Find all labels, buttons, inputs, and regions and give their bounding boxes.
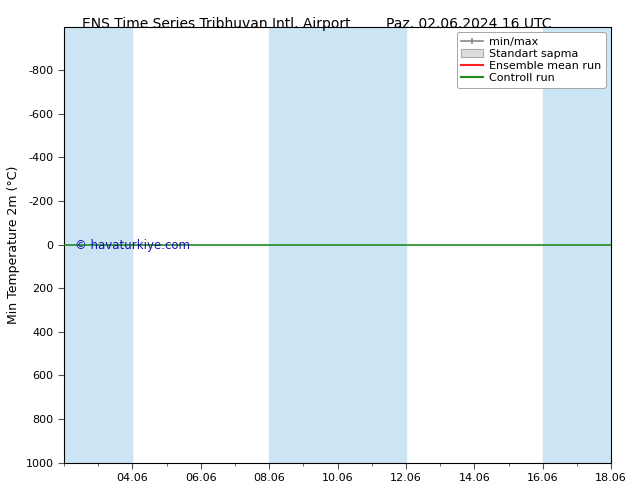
Bar [269,26,337,463]
Bar [64,26,133,463]
Bar [337,26,406,463]
Bar [543,26,611,463]
Text: ENS Time Series Tribhuvan Intl. Airport: ENS Time Series Tribhuvan Intl. Airport [82,17,351,31]
Text: Paz. 02.06.2024 16 UTC: Paz. 02.06.2024 16 UTC [386,17,552,31]
Text: © havaturkiye.com: © havaturkiye.com [75,240,190,252]
Y-axis label: Min Temperature 2m (°C): Min Temperature 2m (°C) [7,166,20,324]
Legend: min/max, Standart sapma, Ensemble mean run, Controll run: min/max, Standart sapma, Ensemble mean r… [456,32,605,88]
